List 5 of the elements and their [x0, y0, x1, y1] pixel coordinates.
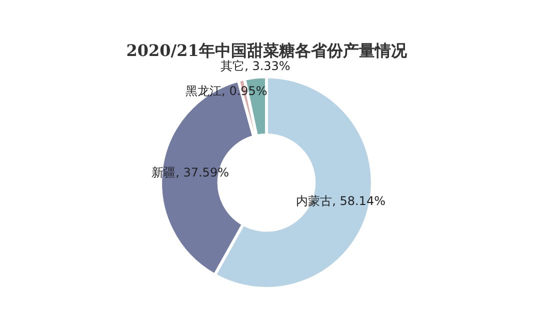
slice-label: 其它 [220, 58, 245, 73]
chart-title: 2020/21年中国甜菜糖各省份产量情况 [126, 40, 408, 60]
data-label: , 58.14% [332, 194, 386, 208]
data-label: , 3.33% [244, 58, 290, 73]
slice-label: 内蒙古 [296, 194, 332, 208]
